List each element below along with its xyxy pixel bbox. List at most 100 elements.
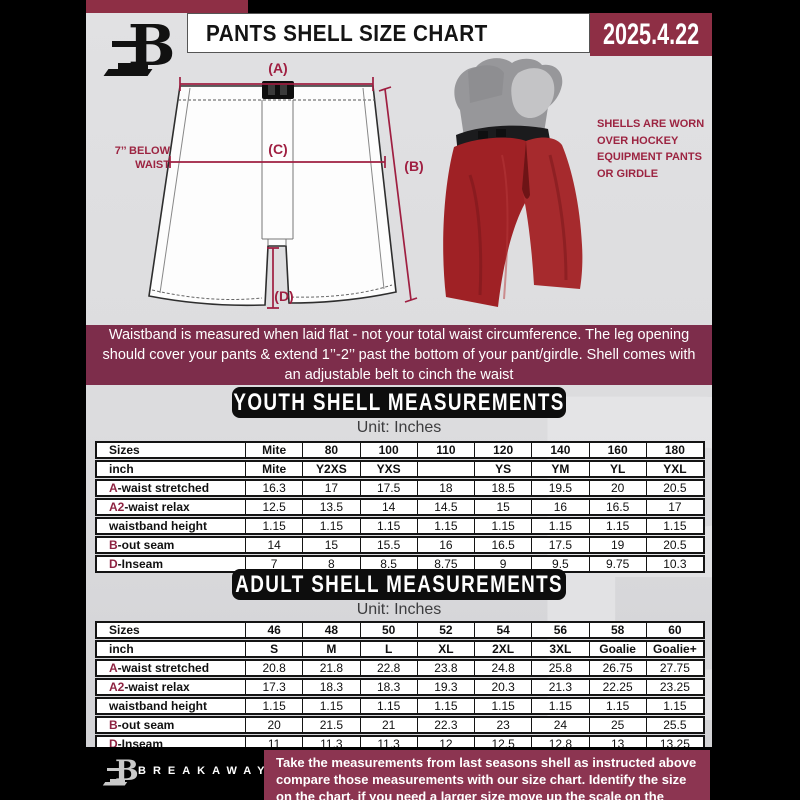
- table-cell: 10.3: [645, 557, 703, 571]
- table-cell: 19.3: [416, 680, 474, 694]
- table-cell: 21: [359, 718, 417, 732]
- row-label: A2 -waist relax: [109, 680, 190, 694]
- table-row: D -Inseam 11 11.3 11.3 12 12.5 12.8 13 13.25: [95, 735, 705, 747]
- table-cell: 80: [302, 443, 359, 457]
- table-cell: 16.5: [474, 538, 531, 552]
- measure-label-d: (D): [274, 288, 293, 304]
- table-cell: 1.15: [645, 699, 703, 713]
- adult-section-title: ADULT SHELL MEASUREMENTS: [235, 570, 563, 598]
- table-cell: 12.5: [245, 500, 302, 514]
- date-text: 2025.4.22: [602, 17, 700, 51]
- row-label-prefix: D: [109, 557, 118, 571]
- table-cell: 8.5: [359, 557, 417, 571]
- row-label-prefix: D: [109, 737, 118, 747]
- pants-fold: [468, 174, 483, 296]
- row-label: B -out seam: [109, 718, 175, 732]
- measure-line-a: [179, 77, 374, 91]
- footer-logo-bar: [110, 779, 125, 782]
- page-title: PANTS SHELL SIZE CHART: [206, 19, 488, 46]
- row-label-prefix: A2: [109, 500, 125, 514]
- measure-label-b: (B): [404, 158, 423, 174]
- table-cell: 12.8: [531, 737, 588, 747]
- table-cell: 11.3: [302, 737, 359, 747]
- table-cell: 1.15: [416, 699, 474, 713]
- table-cell: 22.3: [416, 718, 474, 732]
- measure-line-d: [267, 247, 279, 309]
- table-cell: 9.75: [588, 557, 646, 571]
- row-label-prefix: B: [109, 718, 118, 732]
- table-cell: 25: [588, 718, 646, 732]
- table-cell: 1.15: [588, 519, 646, 533]
- table-cell: 23.25: [645, 680, 703, 694]
- adult-unit-label: Unit: Inches: [356, 601, 442, 618]
- table-cell: 25.5: [645, 718, 703, 732]
- waist-note-line2: WAIST: [135, 159, 170, 171]
- table-cell: 9: [474, 557, 531, 571]
- footer-brand-name: BREAKAWAY: [138, 765, 272, 777]
- footer-logo-b-glyph: B: [115, 754, 139, 787]
- youth-section-title: YOUTH SHELL MEASUREMENTS: [233, 388, 565, 416]
- table-cell: 19.5: [531, 481, 588, 495]
- table-cell: 60: [645, 623, 703, 637]
- table-cell: Mite: [245, 462, 302, 476]
- adult-section-banner: ADULT SHELL MEASUREMENTS: [232, 569, 566, 600]
- table-cell: 18.3: [359, 680, 417, 694]
- table-cell: 120: [474, 443, 531, 457]
- table-cell: 26.75: [588, 661, 646, 675]
- table-cell: 8.75: [416, 557, 474, 571]
- table-cell: 1.15: [359, 519, 417, 533]
- table-cell: 22.8: [359, 661, 417, 675]
- table-row: inch Mite Y2XS YXS YS YM YL YXL: [95, 460, 705, 478]
- table-cell: 27.75: [645, 661, 703, 675]
- table-cell: 20.3: [474, 680, 531, 694]
- table-cell: 24.8: [474, 661, 531, 675]
- table-cell: 17: [302, 481, 359, 495]
- table-row: A -waist stretched 16.3 17 17.5 18 18.5 19.5 20 2…: [95, 479, 705, 497]
- table-cell: 16: [531, 500, 588, 514]
- measure-label-c: (C): [268, 141, 287, 157]
- row-label: B -out seam: [109, 538, 175, 552]
- table-cell: 13: [588, 737, 646, 747]
- equipment-pad-light: [511, 68, 555, 119]
- table-cell: YXL: [645, 462, 703, 476]
- table-cell: Y2XS: [302, 462, 359, 476]
- row-label: A -waist stretched: [109, 481, 210, 495]
- table-cell: YL: [588, 462, 646, 476]
- table-cell: 50: [359, 623, 417, 637]
- table-cell: 46: [245, 623, 302, 637]
- shells-worn-note: SHELLS ARE WORN OVER HOCKEY EQUIPMENT PA…: [597, 118, 705, 180]
- table-cell: 20: [588, 481, 646, 495]
- waist-note-line1: 7’’ BELOW: [115, 145, 171, 157]
- table-cell: 16.3: [245, 481, 302, 495]
- table-cell: 21.8: [302, 661, 359, 675]
- footer-instructions-text: Take the measurements from last seasons …: [276, 755, 697, 800]
- table-cell: Mite: [245, 443, 302, 457]
- pants-left-leg-red: [443, 137, 530, 307]
- row-label-prefix: A2: [109, 680, 125, 694]
- table-cell: YXS: [359, 462, 417, 476]
- table-cell: 25.8: [531, 661, 588, 675]
- row-label: waistband height: [109, 699, 208, 713]
- measure-line-b: [378, 86, 418, 303]
- table-cell: 23: [474, 718, 531, 732]
- table-cell: 20: [245, 718, 302, 732]
- table-row: B -out seam 14 15 15.5 16 16.5 17.5 19 20.5: [95, 536, 705, 554]
- table-cell: Goalie: [588, 642, 646, 656]
- pants-buckle: [478, 131, 488, 139]
- table-cell: 12.5: [474, 737, 531, 747]
- footer-brand-logo: B BREAKAWAY: [102, 754, 265, 792]
- table-cell: 54: [474, 623, 531, 637]
- table-cell: 15: [302, 538, 359, 552]
- table-cell: YS: [474, 462, 531, 476]
- youth-size-table: Sizes Mite 80 100 110 120 140 160 180 inch Mite Y2X…: [95, 441, 705, 574]
- table-cell: 21.5: [302, 718, 359, 732]
- row-label-prefix: B: [109, 538, 118, 552]
- table-cell: 21.3: [531, 680, 588, 694]
- table-cell: 1.15: [416, 519, 474, 533]
- measure-line-c: [169, 156, 386, 168]
- table-cell: 160: [588, 443, 646, 457]
- table-cell: 12: [416, 737, 474, 747]
- row-label-prefix: A: [109, 661, 118, 675]
- table-row: Sizes Mite 80 100 110 120 140 160 180: [95, 441, 705, 459]
- table-row: A2 -waist relax 17.3 18.3 18.3 19.3 20.3 21.3 22…: [95, 678, 705, 696]
